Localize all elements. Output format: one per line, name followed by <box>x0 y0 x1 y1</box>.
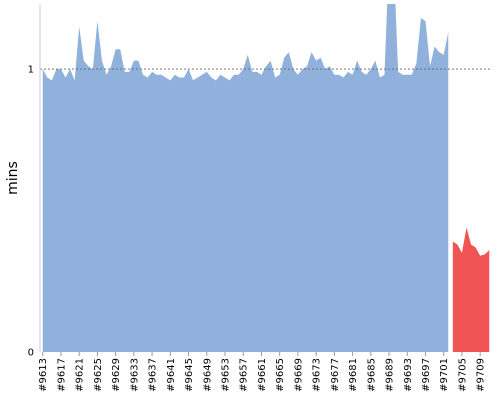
x-tick-label: #9689 <box>385 358 396 392</box>
x-tick-label: #9669 <box>293 358 304 392</box>
x-tick-label: #9677 <box>330 358 341 392</box>
x-tick-label: #9681 <box>348 358 359 392</box>
x-tick-label: #9657 <box>239 358 250 392</box>
area <box>452 227 490 352</box>
x-tick-label: #9693 <box>403 358 414 392</box>
x-tick-label: #9705 <box>457 358 468 392</box>
x-tick-label: #9701 <box>439 358 450 392</box>
x-tick-label: #9665 <box>275 358 286 392</box>
x-tick-label: #9625 <box>93 358 104 392</box>
y-tick-label: 0 <box>28 348 34 359</box>
x-tick-label: #9661 <box>257 358 268 392</box>
x-tick-label: #9633 <box>129 358 140 392</box>
plot-area <box>42 4 490 352</box>
x-tick-label: #9621 <box>75 358 86 392</box>
x-tick-label: #9641 <box>166 358 177 392</box>
x-tick-label: #9709 <box>476 358 487 392</box>
x-tick-label: #9653 <box>220 358 231 392</box>
y-axis-label: mins <box>5 161 21 195</box>
x-tick-label: #9637 <box>148 358 159 392</box>
x-tick-label: #9685 <box>366 358 377 392</box>
x-tick-label: #9649 <box>202 358 213 392</box>
area <box>42 4 449 352</box>
x-tick-label: #9697 <box>421 358 432 392</box>
y-tick-label: 1 <box>28 65 34 76</box>
x-tick-label: #9629 <box>111 358 122 392</box>
x-tick-label: #9673 <box>312 358 323 392</box>
x-tick-label: #9617 <box>56 358 67 392</box>
x-tick-label: #9645 <box>184 358 195 392</box>
x-tick-label: #9613 <box>38 358 49 392</box>
